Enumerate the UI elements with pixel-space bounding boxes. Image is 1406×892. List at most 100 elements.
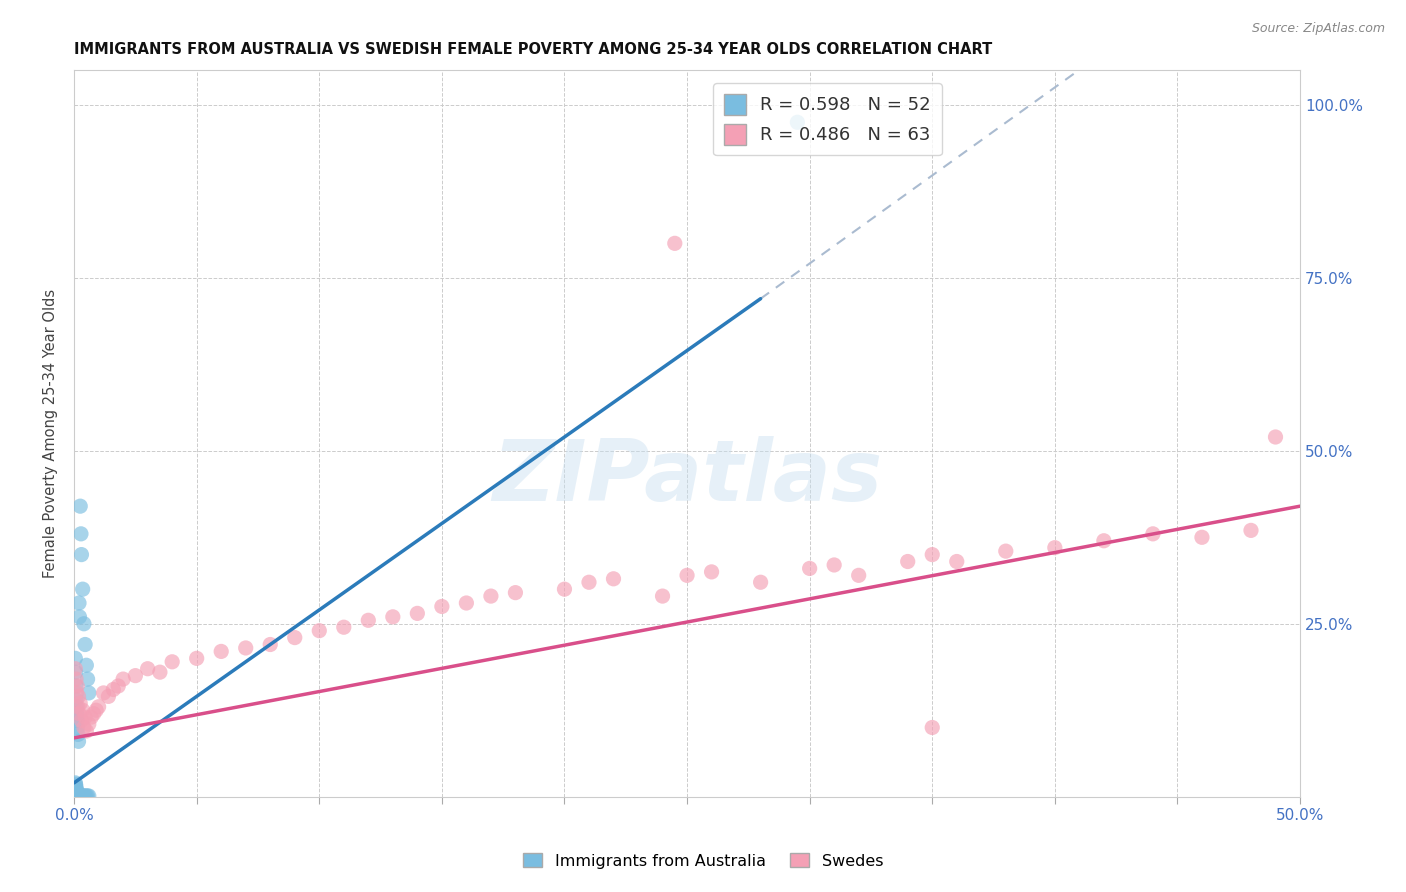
Point: [66, 699, 89, 714]
Legend: Immigrants from Australia, Swedes: Immigrants from Australia, Swedes: [516, 847, 890, 875]
Point: [66, 788, 89, 802]
Point: [73, 616, 96, 631]
Point: [66, 785, 89, 799]
Point: [80, 710, 103, 724]
Point: [65, 693, 87, 707]
Point: [186, 651, 208, 665]
Point: [700, 565, 723, 579]
Point: [69, 499, 91, 513]
Point: [381, 610, 404, 624]
Point: [75, 789, 97, 803]
Point: [67, 596, 90, 610]
Point: [69, 789, 91, 803]
Point: [69, 610, 91, 624]
Point: [65, 699, 87, 714]
Point: [1264, 430, 1286, 444]
Point: [67, 690, 90, 704]
Point: [66, 721, 89, 735]
Y-axis label: Female Poverty Among 25-34 Year Olds: Female Poverty Among 25-34 Year Olds: [44, 289, 58, 578]
Point: [75, 638, 97, 652]
Point: [83, 706, 105, 721]
Point: [259, 638, 281, 652]
Point: [1142, 526, 1164, 541]
Point: [112, 672, 135, 686]
Point: [65, 780, 87, 794]
Point: [66, 788, 89, 802]
Point: [676, 568, 699, 582]
Point: [103, 682, 125, 697]
Point: [66, 714, 89, 728]
Text: ZIPatlas: ZIPatlas: [492, 435, 882, 518]
Point: [65, 784, 87, 798]
Point: [69, 696, 91, 710]
Point: [65, 672, 87, 686]
Point: [65, 665, 87, 680]
Point: [994, 544, 1017, 558]
Point: [73, 721, 96, 735]
Point: [456, 596, 478, 610]
Point: [77, 686, 100, 700]
Point: [67, 789, 90, 803]
Point: [65, 679, 87, 693]
Point: [65, 686, 87, 700]
Point: [75, 789, 97, 803]
Point: [406, 607, 429, 621]
Point: [66, 786, 89, 800]
Point: [651, 589, 673, 603]
Point: [897, 554, 920, 568]
Point: [65, 782, 87, 797]
Point: [70, 789, 93, 803]
Point: [97, 690, 120, 704]
Point: [67, 706, 90, 721]
Point: [67, 789, 90, 803]
Point: [65, 651, 87, 665]
Point: [75, 710, 97, 724]
Point: [72, 789, 94, 803]
Point: [70, 714, 93, 728]
Point: [848, 568, 870, 582]
Point: [65, 777, 87, 791]
Point: [235, 640, 257, 655]
Point: [93, 686, 115, 700]
Point: [664, 236, 686, 251]
Point: [124, 668, 146, 682]
Point: [66, 785, 89, 799]
Point: [945, 554, 967, 568]
Point: [76, 672, 98, 686]
Point: [69, 789, 91, 803]
Point: [67, 789, 90, 803]
Point: [1191, 530, 1213, 544]
Point: [921, 548, 943, 562]
Point: [76, 789, 98, 803]
Point: [799, 561, 821, 575]
Point: [505, 585, 527, 599]
Point: [357, 613, 380, 627]
Point: [107, 679, 129, 693]
Point: [70, 526, 93, 541]
Point: [65, 781, 87, 796]
Point: [749, 575, 772, 590]
Point: [149, 665, 172, 680]
Point: [602, 572, 624, 586]
Point: [69, 789, 91, 803]
Point: [77, 717, 100, 731]
Point: [308, 624, 330, 638]
Point: [136, 662, 159, 676]
Point: [1240, 524, 1263, 538]
Point: [69, 789, 91, 803]
Point: [65, 776, 87, 790]
Point: [67, 789, 90, 803]
Point: [84, 703, 107, 717]
Point: [921, 721, 943, 735]
Point: [66, 727, 89, 741]
Legend: R = 0.598   N = 52, R = 0.486   N = 63: R = 0.598 N = 52, R = 0.486 N = 63: [713, 83, 942, 155]
Point: [87, 699, 110, 714]
Point: [72, 582, 94, 597]
Point: [70, 789, 93, 803]
Point: [67, 789, 90, 803]
Point: [65, 706, 87, 721]
Point: [72, 703, 94, 717]
Point: [479, 589, 502, 603]
Point: [430, 599, 453, 614]
Text: Source: ZipAtlas.com: Source: ZipAtlas.com: [1251, 22, 1385, 36]
